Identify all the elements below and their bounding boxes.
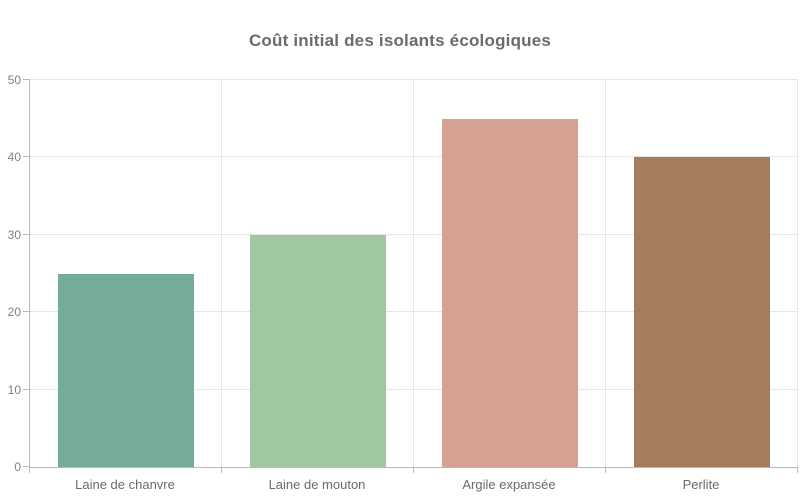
- y-axis-tick-label: 0: [14, 460, 21, 474]
- y-axis-tick: [23, 79, 30, 80]
- y-axis-tick-label: 20: [7, 305, 21, 320]
- y-axis-tick: [23, 233, 30, 235]
- y-gridline: [30, 311, 798, 313]
- y-axis-tick: [23, 156, 30, 158]
- y-axis-tick: [23, 311, 30, 313]
- y-gridline: [30, 156, 798, 158]
- category-label: Laine de chanvre: [75, 477, 175, 492]
- x-axis-tick: [29, 467, 30, 473]
- bar-laine-de-mouton[interactable]: [249, 234, 387, 467]
- y-axis-tick: [23, 466, 30, 467]
- category-label: Argile expansée: [462, 477, 556, 492]
- category-gridline: [797, 80, 798, 467]
- x-axis-tick: [605, 467, 606, 473]
- y-axis-tick-label: 40: [7, 150, 21, 165]
- category-label: Laine de mouton: [268, 477, 366, 492]
- y-axis-tick-label: 30: [7, 227, 21, 242]
- plot-area: [23, 79, 798, 473]
- category-gridline: [605, 80, 606, 467]
- y-gridline: [30, 233, 798, 235]
- x-axis-tick: [221, 467, 222, 473]
- y-axis-tick: [23, 388, 30, 390]
- x-axis-tick: [797, 467, 798, 473]
- category-gridline: [413, 80, 414, 467]
- y-gridline: [30, 79, 798, 80]
- y-axis-tick-label: 50: [7, 73, 21, 87]
- chart-title: Coût initial des isolants écologiques: [248, 31, 552, 50]
- y-gridline: [30, 388, 798, 390]
- y-axis-labels: 0 10 20 30 40 50: [0, 73, 21, 474]
- category-label: Perlite: [682, 477, 720, 492]
- category-gridline: [221, 80, 222, 467]
- y-axis-tick-label: 10: [7, 382, 21, 397]
- x-axis-labels: Laine de chanvre Laine de mouton Argile ex…: [29, 468, 797, 498]
- bar-laine-de-chanvre[interactable]: [57, 273, 195, 467]
- bar-perlite[interactable]: [633, 157, 771, 467]
- bar-argile-expansee[interactable]: [441, 118, 579, 467]
- x-axis-tick: [413, 467, 414, 473]
